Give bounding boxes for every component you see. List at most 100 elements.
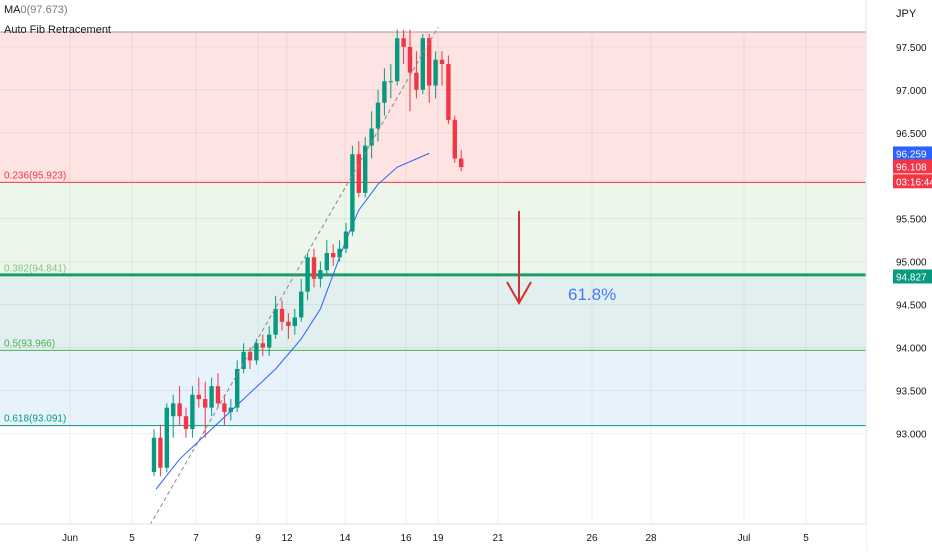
candle-body	[420, 38, 425, 90]
candle	[222, 394, 227, 425]
price-tag-label: 94.827	[896, 272, 927, 283]
candle	[318, 261, 323, 288]
candle	[267, 326, 272, 357]
candle-body	[235, 368, 240, 408]
price-tag-label: 96.108	[896, 162, 927, 173]
candle	[427, 33, 432, 103]
candle-body	[228, 407, 233, 412]
candle-body	[196, 394, 201, 400]
time-axis[interactable]	[0, 524, 866, 550]
price-tag-label: 03:16:44	[896, 177, 932, 188]
candle	[171, 394, 176, 438]
candle-body	[337, 248, 342, 258]
candle-body	[401, 38, 406, 47]
candle-body	[215, 386, 221, 404]
candle-body	[222, 403, 227, 412]
candle-body	[343, 231, 349, 249]
candle	[433, 51, 438, 99]
x-tick-label: Jul	[738, 533, 751, 544]
candle-body	[318, 270, 323, 279]
candle-body	[375, 102, 381, 129]
fib-level-label: 0.236(95.923)	[4, 170, 66, 181]
price-tag	[893, 159, 932, 174]
candle	[401, 29, 406, 65]
candle	[337, 240, 342, 262]
candle-body	[183, 416, 189, 430]
x-tick-label: 19	[432, 533, 444, 544]
candle	[273, 295, 278, 339]
candle	[164, 403, 169, 473]
candle	[356, 141, 361, 198]
candle	[190, 386, 195, 438]
price-tag-label: 96.259	[896, 149, 927, 160]
candle-body	[279, 308, 285, 322]
candle	[407, 29, 413, 112]
price-tag	[893, 269, 932, 284]
candle	[235, 360, 240, 412]
ma-legend-label: MA	[4, 4, 21, 16]
y-tick-label: 95.500	[896, 215, 927, 226]
x-tick-label: 9	[255, 533, 261, 544]
x-tick-label: 16	[400, 533, 412, 544]
price-tag	[893, 174, 932, 189]
candle-body	[171, 403, 176, 417]
ma-line[interactable]	[155, 152, 430, 490]
candle	[331, 244, 336, 266]
y-tick-label: 93.500	[896, 386, 927, 397]
candle	[363, 137, 368, 198]
candle	[151, 429, 157, 477]
candle	[439, 51, 445, 86]
x-tick-label: 5	[129, 533, 135, 544]
candle	[350, 145, 355, 236]
candle-body	[247, 351, 253, 361]
ma-legend[interactable]: MA0(97.673)	[4, 4, 68, 16]
x-tick-label: 12	[281, 533, 293, 544]
candle-body	[209, 386, 214, 408]
candle	[203, 381, 208, 438]
trend-line[interactable]	[149, 26, 439, 526]
y-tick-label: 97.000	[896, 86, 927, 97]
candle-body	[151, 437, 157, 473]
fib-zone	[0, 32, 866, 183]
candle	[414, 51, 419, 99]
fib-zone	[0, 182, 866, 276]
candle	[459, 149, 464, 172]
y-tick-label: 94.500	[896, 301, 927, 312]
candle-body	[356, 154, 361, 193]
candle-body	[260, 343, 265, 348]
fib-annotation[interactable]: 61.8%	[568, 285, 616, 304]
fib-indicator-legend[interactable]: Auto Fib Retracement	[4, 24, 111, 36]
candle	[247, 347, 253, 369]
candle	[446, 55, 451, 125]
candle	[299, 278, 304, 322]
candle	[183, 407, 189, 438]
x-tick-label: 5	[803, 533, 809, 544]
candle-body	[273, 308, 278, 335]
ma-legend-value: 0(97.673)	[20, 4, 68, 16]
price-tag	[893, 146, 932, 161]
candle-body	[158, 437, 163, 468]
x-tick-label: 26	[586, 533, 598, 544]
x-tick-label: 14	[339, 533, 351, 544]
candle-body	[363, 145, 368, 193]
candle	[452, 115, 457, 163]
currency-label: JPY	[896, 8, 917, 20]
candle	[177, 386, 182, 425]
fib-level-label: 0.5(93.966)	[4, 338, 55, 349]
candle	[305, 253, 310, 301]
candle	[388, 64, 393, 99]
candle-body	[459, 158, 464, 168]
candle-body	[254, 343, 259, 361]
candle-body	[452, 119, 457, 159]
candle	[228, 399, 233, 421]
candle	[286, 313, 291, 339]
y-tick-label: 95.000	[896, 258, 927, 269]
candle-body	[382, 81, 387, 103]
candle-body	[414, 72, 419, 90]
candle-body	[439, 59, 445, 65]
y-tick-label: 94.000	[896, 344, 927, 355]
candle-body	[407, 46, 413, 73]
candle	[420, 33, 425, 95]
